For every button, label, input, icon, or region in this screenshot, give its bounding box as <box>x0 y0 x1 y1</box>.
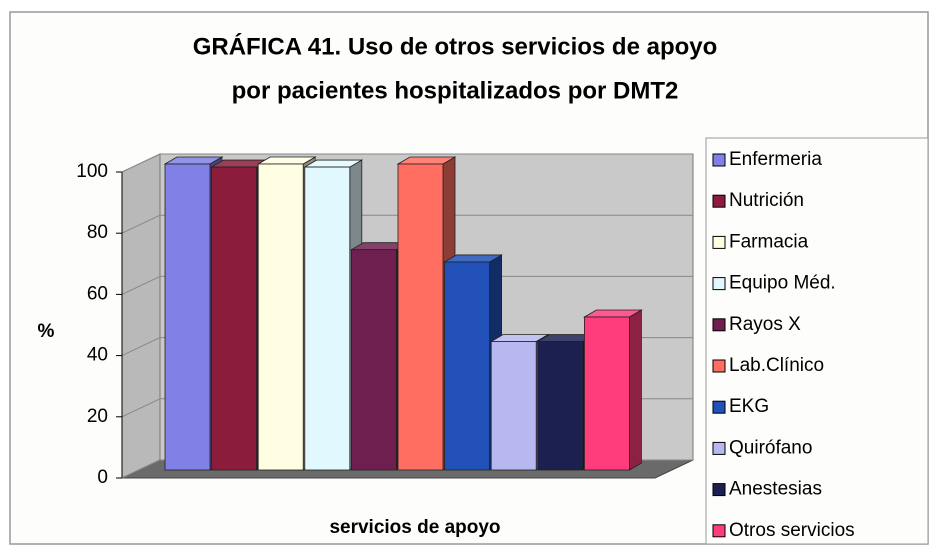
legend-label: Otros servicios <box>729 520 855 541</box>
grid-line <box>121 337 161 357</box>
legend-swatch <box>712 318 726 332</box>
y-tick-label: 20 <box>87 406 108 427</box>
bar-front <box>257 163 304 471</box>
bar-front <box>584 316 630 471</box>
legend-swatch <box>712 235 726 249</box>
bar-front <box>490 341 537 471</box>
side-wall <box>121 153 161 479</box>
legend-label: Quirófano <box>729 437 812 458</box>
bar <box>303 159 364 471</box>
legend-swatch <box>712 441 726 455</box>
bar-front <box>164 163 211 471</box>
legend-swatch <box>712 194 726 208</box>
legend-label: EKG <box>729 396 769 417</box>
bar-front <box>397 163 444 471</box>
legend-swatch <box>712 359 726 373</box>
bar-front <box>444 261 491 471</box>
chart-title: por pacientes hospitalizados por DMT2 <box>232 77 679 104</box>
legend-swatch <box>712 400 726 414</box>
grid-line <box>121 459 161 479</box>
grid-line <box>121 398 161 418</box>
bar-front <box>537 341 584 471</box>
bar <box>582 309 643 471</box>
legend-label: Rayos X <box>729 314 801 335</box>
y-tick-label: 100 <box>76 161 108 182</box>
legend-swatch <box>712 277 726 291</box>
y-tick-label: 80 <box>87 222 108 243</box>
legend-label: Nutrición <box>729 190 804 211</box>
y-tick-label: 40 <box>87 345 108 366</box>
bar-front <box>211 166 258 471</box>
grid-line <box>121 275 161 295</box>
bar-front <box>350 249 397 471</box>
chart-title: GRÁFICA 41. Uso de otros servicios de ap… <box>193 32 718 60</box>
legend-label: Anestesias <box>729 479 822 500</box>
legend-label: Lab.Clínico <box>729 355 824 376</box>
grid-line <box>121 153 161 173</box>
legend-label: Equipo Méd. <box>729 273 836 294</box>
bar-front <box>304 166 351 471</box>
legend-swatch <box>712 524 726 538</box>
legend-swatch <box>712 153 726 167</box>
y-tick-label: 60 <box>87 283 108 304</box>
y-tick-label: 0 <box>97 467 108 488</box>
legend-label: Farmacia <box>729 231 809 252</box>
y-axis-title: % <box>38 321 55 342</box>
legend-box <box>705 137 929 545</box>
legend-swatch <box>712 483 726 497</box>
bar-side <box>629 309 642 471</box>
grid-line <box>121 214 161 234</box>
x-axis-title: servicios de apoyo <box>329 517 500 538</box>
legend-label: Enfermeria <box>729 149 822 170</box>
